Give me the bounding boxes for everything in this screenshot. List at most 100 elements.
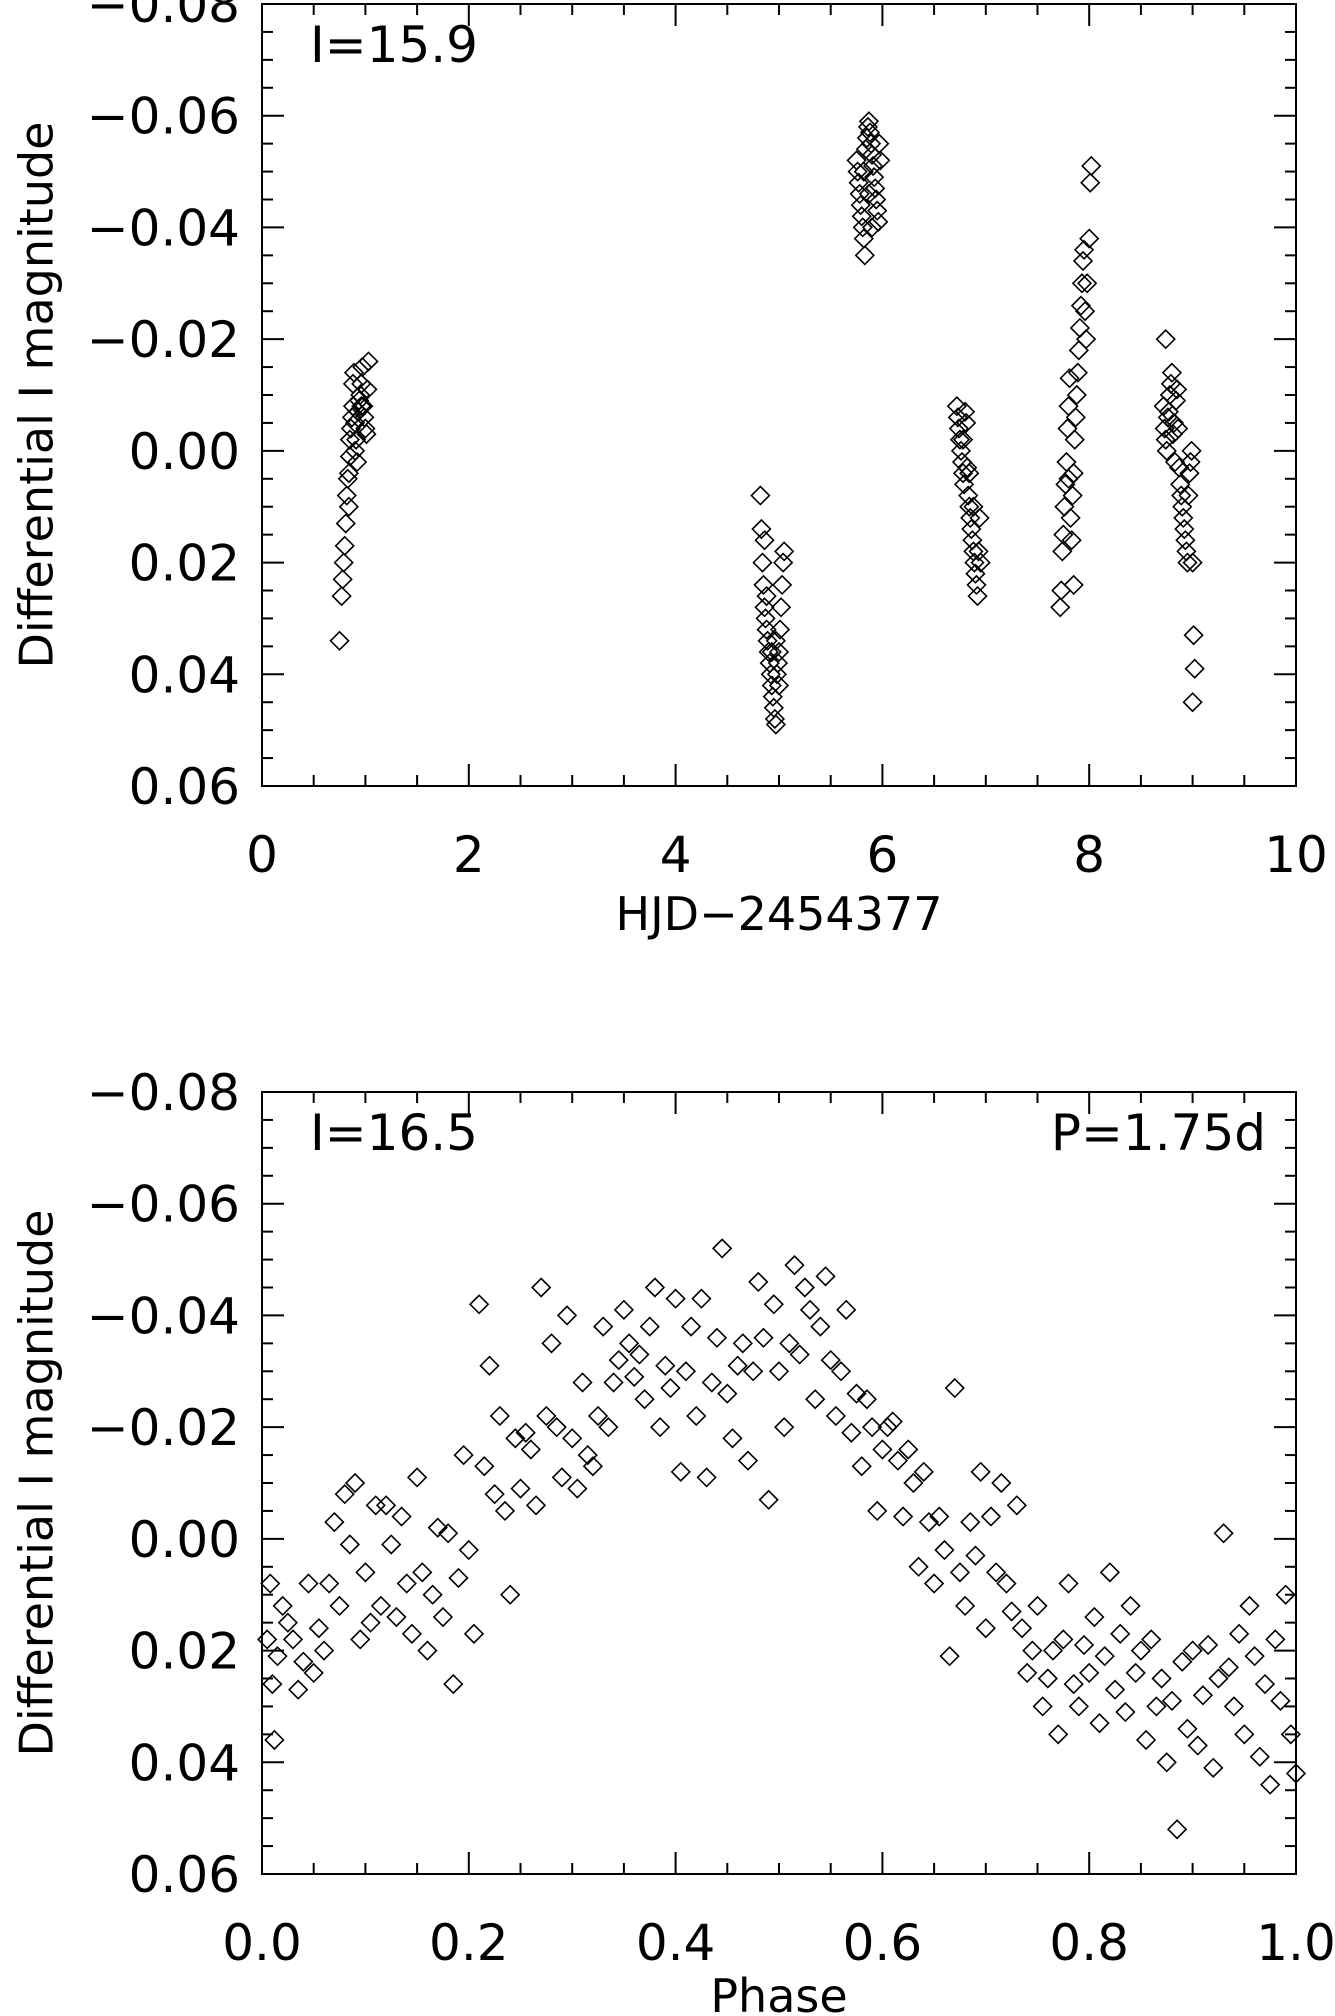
bottom-data-point	[779, 1333, 800, 1354]
top-data-point	[850, 194, 871, 216]
bottom-data-point	[479, 1355, 500, 1376]
bottom-data-point	[582, 1456, 604, 1477]
bottom-data-point	[520, 1439, 541, 1460]
bottom-data-point	[629, 1344, 650, 1365]
top-data-point	[358, 351, 379, 372]
bottom-x-tick-label: 0.0	[222, 1914, 302, 1972]
bottom-data-point	[691, 1288, 712, 1309]
top-data-point	[963, 496, 984, 517]
top-data-point	[867, 200, 888, 221]
bottom-data-point	[1270, 1690, 1291, 1711]
top-data-point	[856, 127, 878, 149]
bottom-data-point	[784, 1255, 805, 1276]
bottom-data-point	[531, 1277, 552, 1298]
top-data-point	[1180, 451, 1201, 473]
top-data-point	[768, 641, 790, 663]
top-data-point	[760, 664, 781, 685]
top-data-point	[756, 585, 777, 607]
bottom-data-point	[711, 1238, 733, 1259]
top-data-point	[770, 597, 792, 618]
bottom-data-point	[339, 1534, 361, 1555]
bottom-data-point	[1285, 1763, 1307, 1784]
bottom-data-point	[267, 1646, 288, 1667]
top-data-point	[338, 496, 359, 517]
bottom-data-point	[391, 1506, 412, 1527]
bottom-data-point	[665, 1288, 686, 1309]
bottom-data-point	[355, 1562, 376, 1583]
top-data-point	[1064, 429, 1085, 450]
bottom-data-point	[753, 1327, 774, 1348]
top-data-point	[1160, 373, 1182, 394]
bottom-data-point	[774, 1417, 795, 1438]
bottom-data-point	[675, 1361, 697, 1382]
bottom-data-point	[370, 1595, 392, 1617]
top-data-point	[954, 401, 976, 422]
top-y-axis-label: Differential I magnitude	[10, 122, 64, 669]
top-data-point	[866, 189, 887, 210]
bottom-data-point	[872, 1439, 893, 1460]
top-y-tick-label: −0.06	[87, 88, 240, 146]
top-data-point	[756, 619, 777, 640]
bottom-data-points	[257, 1238, 1307, 1840]
bottom-y-tick-label: −0.08	[87, 1064, 240, 1122]
bottom-data-point	[1275, 1584, 1296, 1605]
bottom-data-point	[789, 1344, 810, 1365]
bottom-data-point	[996, 1573, 1017, 1594]
top-data-point	[1162, 423, 1184, 445]
top-data-point	[852, 217, 873, 238]
top-data-point	[340, 418, 362, 439]
bottom-data-point	[639, 1316, 660, 1337]
top-data-point	[948, 418, 970, 439]
bottom-data-point	[536, 1405, 557, 1427]
top-data-point	[329, 630, 350, 651]
bottom-data-point	[1192, 1685, 1214, 1706]
top-data-point	[765, 630, 787, 651]
top-data-point	[847, 161, 868, 182]
bottom-data-point	[1280, 1724, 1301, 1745]
bottom-data-point	[386, 1606, 407, 1628]
top-data-point	[1060, 507, 1081, 529]
bottom-data-point	[649, 1417, 671, 1438]
bottom-data-point	[965, 1545, 986, 1566]
top-data-point	[870, 150, 891, 171]
top-data-point	[1164, 451, 1186, 473]
top-data-point	[1059, 368, 1080, 389]
bottom-data-point	[1037, 1668, 1058, 1689]
bottom-data-point	[670, 1461, 691, 1482]
bottom-data-point	[954, 1595, 976, 1617]
top-data-point	[771, 574, 793, 596]
top-data-point	[1075, 329, 1097, 350]
top-data-point	[1076, 273, 1098, 294]
bottom-data-point	[1249, 1746, 1270, 1767]
bottom-x-tick-label: 1.0	[1256, 1914, 1335, 1972]
bottom-data-point	[975, 1618, 996, 1639]
bottom-data-point	[257, 1629, 278, 1650]
top-data-point	[764, 708, 785, 730]
bottom-data-point	[546, 1417, 567, 1438]
bottom-data-point	[562, 1428, 583, 1449]
top-data-point	[1161, 362, 1183, 383]
bottom-data-point	[877, 1417, 898, 1438]
top-panel: 0 2 4 6 8 10 −0.08 −0.06 −0.04 −0.02 0.00 0.02 0.04 0…	[10, 0, 1328, 941]
bottom-data-point	[686, 1405, 707, 1427]
top-data-point	[952, 463, 974, 484]
top-data-point	[332, 569, 353, 590]
top-data-point	[947, 407, 969, 428]
top-data-point	[353, 396, 374, 417]
bottom-data-point	[396, 1573, 417, 1594]
top-data-point	[970, 552, 991, 573]
bottom-panel: 0.0 0.2 0.4 0.6 0.8 1.0 −0.08 −0.06 −0.04 −0.02 0.…	[10, 1064, 1335, 2016]
bottom-data-point	[841, 1422, 862, 1443]
bottom-data-point	[381, 1534, 402, 1555]
top-data-point	[1051, 580, 1072, 601]
top-data-point	[1177, 552, 1198, 573]
bottom-y-tick-label: 0.06	[129, 1846, 240, 1904]
bottom-data-point	[443, 1673, 464, 1695]
top-data-point	[863, 167, 885, 188]
bottom-data-point	[541, 1333, 562, 1354]
bottom-data-point	[1146, 1696, 1167, 1717]
bottom-y-tick-label: −0.02	[87, 1399, 240, 1457]
bottom-data-point	[1177, 1718, 1198, 1739]
bottom-data-point	[1228, 1623, 1250, 1644]
